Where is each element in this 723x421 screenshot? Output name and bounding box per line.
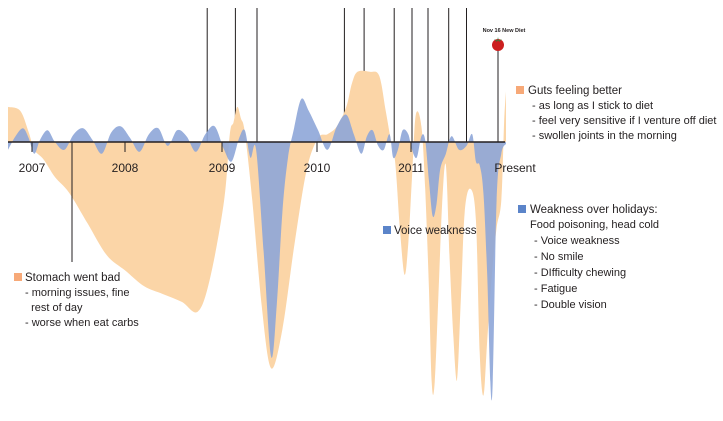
weakness-line: - Double vision (534, 299, 607, 311)
guts-swatch (516, 86, 524, 94)
event-lines (206, 8, 467, 142)
gut-issues-area (8, 70, 506, 396)
stomach-line: - worse when eat carbs (25, 317, 139, 329)
tick-label: Present (494, 161, 536, 175)
weakness-line: - Voice weakness (534, 235, 620, 247)
tick-marks (31, 142, 412, 152)
weakness-title: Weakness over holidays: (530, 204, 658, 216)
weakness-line: Food poisoning, head cold (530, 219, 659, 231)
series-layer (8, 70, 506, 401)
tomato-icon (492, 39, 504, 51)
stomach-annotation: Stomach went bad - morning issues, fine … (14, 272, 139, 329)
guts-line: - as long as I stick to diet (532, 100, 653, 112)
guts-line: - swollen joints in the morning (532, 130, 677, 142)
guts-title: Guts feeling better (528, 85, 622, 97)
voice-title: Voice weakness (394, 225, 477, 237)
voice-swatch (383, 226, 391, 234)
weakness-swatch (518, 205, 526, 213)
weakness-annotation: Weakness over holidays: Food poisoning, … (518, 204, 659, 311)
tick-label: 2010 (304, 161, 331, 175)
tick-label: 2007 (19, 161, 46, 175)
stomach-line: rest of day (25, 302, 83, 314)
tick-label: 2011 (398, 161, 424, 175)
stomach-line: - morning issues, fine (25, 287, 130, 299)
diet-marker-label: Nov 16 New Diet (483, 28, 526, 34)
stomach-title: Stomach went bad (25, 272, 120, 284)
new-diet-marker: Nov 16 New Diet (483, 28, 526, 142)
tick-label: 2008 (112, 161, 139, 175)
guts-annotation: Guts feeling better - as long as I stick… (516, 85, 716, 142)
weakness-line: - DIfficulty chewing (534, 267, 626, 279)
voice-annotation: Voice weakness (383, 225, 477, 237)
tomato-leaf-icon (494, 37, 502, 42)
stomach-swatch (14, 273, 22, 281)
tick-labels: 2007 2008 2009 2010 2011 Present (19, 161, 537, 175)
tick-label: 2009 (209, 161, 236, 175)
weakness-line: - No smile (534, 251, 584, 263)
guts-line: - feel very sensitive if I venture off d… (532, 115, 716, 127)
weakness-line: - Fatigue (534, 283, 577, 295)
